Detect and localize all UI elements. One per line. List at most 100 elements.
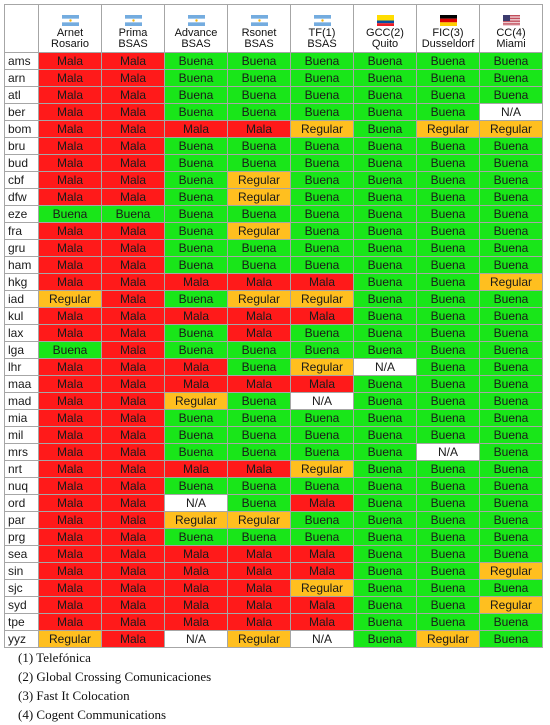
status-cell: Buena — [290, 171, 354, 189]
city-cell: maa — [4, 375, 39, 393]
table-row: bru Mala Mala Buena Buena Buena Buena Buena Buen… — [4, 137, 543, 155]
status-cell: Mala — [101, 511, 165, 529]
status-cell: Buena — [416, 494, 480, 512]
status-cell: Mala — [38, 562, 102, 580]
column-header-label: BSAS — [181, 38, 211, 50]
status-cell: Buena — [353, 120, 417, 138]
status-cell: Mala — [38, 443, 102, 461]
status-cell: Buena — [353, 579, 417, 597]
status-cell: N/A — [290, 630, 354, 648]
table-body: ams Mala Mala Buena Buena Buena Buena Buena Buen… — [4, 52, 543, 648]
status-cell: Buena — [164, 154, 228, 172]
city-cell: bru — [4, 137, 39, 155]
status-cell: N/A — [353, 358, 417, 376]
status-cell: Mala — [38, 273, 102, 291]
status-cell: Mala — [227, 375, 291, 393]
status-cell: Buena — [416, 52, 480, 70]
status-cell: Buena — [479, 579, 543, 597]
status-cell: Mala — [101, 256, 165, 274]
status-cell: Buena — [164, 426, 228, 444]
status-cell: Mala — [101, 188, 165, 206]
status-cell: Buena — [416, 545, 480, 563]
column-header: Prima BSAS — [101, 4, 165, 53]
status-cell: Buena — [353, 239, 417, 257]
status-cell: Buena — [353, 205, 417, 223]
footnotes: (1) Telefónica (2) Global Crossing Comun… — [18, 648, 211, 724]
status-cell: Buena — [290, 137, 354, 155]
status-cell: Mala — [101, 137, 165, 155]
column-header-label: GCC(2) — [366, 27, 404, 39]
status-cell: Mala — [164, 273, 228, 291]
status-cell: Buena — [164, 103, 228, 121]
status-cell: Mala — [164, 375, 228, 393]
status-cell: Mala — [38, 375, 102, 393]
column-header-label: BSAS — [307, 38, 337, 50]
status-cell: Buena — [227, 103, 291, 121]
status-cell: Mala — [290, 273, 354, 291]
city-cell: sea — [4, 545, 39, 563]
status-cell: Mala — [38, 392, 102, 410]
status-cell: Mala — [101, 579, 165, 597]
status-cell: Buena — [416, 341, 480, 359]
status-cell: Mala — [101, 324, 165, 342]
table-row: cbf Mala Mala Buena Regular Buena Buena Buena Bu… — [4, 171, 543, 189]
footnote: (4) Cogent Communications — [18, 707, 167, 722]
status-cell: Buena — [227, 426, 291, 444]
status-cell: Buena — [164, 171, 228, 189]
footnote: (3) Fast It Colocation — [18, 688, 130, 703]
table-row: nrt Mala Mala Mala Mala Regular Buena Buena Buen… — [4, 460, 543, 478]
status-cell: Buena — [416, 103, 480, 121]
column-header-label: Miami — [496, 38, 526, 50]
city-cell: tpe — [4, 613, 39, 631]
status-cell: Buena — [416, 358, 480, 376]
city-cell: sin — [4, 562, 39, 580]
table-row: arn Mala Mala Buena Buena Buena Buena Buena Buen… — [4, 69, 543, 87]
status-cell: Buena — [479, 137, 543, 155]
status-cell: Regular — [479, 120, 543, 138]
table-row: tpe Mala Mala Mala Mala Mala Buena Buena Buena — [4, 613, 543, 631]
status-cell: Buena — [416, 596, 480, 614]
status-cell: Mala — [101, 154, 165, 172]
status-cell: Buena — [290, 239, 354, 257]
status-cell: Buena — [290, 52, 354, 70]
status-cell: Buena — [353, 426, 417, 444]
status-cell: Buena — [416, 460, 480, 478]
footnote: (2) Global Crossing Comunicaciones — [18, 669, 212, 684]
status-cell: Mala — [101, 307, 165, 325]
argentina-flag-icon — [313, 15, 331, 26]
status-cell: Buena — [479, 307, 543, 325]
status-cell: Mala — [227, 273, 291, 291]
status-cell: Buena — [479, 154, 543, 172]
status-cell: Buena — [164, 52, 228, 70]
status-cell: Buena — [479, 86, 543, 104]
status-cell: Mala — [38, 188, 102, 206]
status-cell: Mala — [101, 545, 165, 563]
city-cell: ams — [4, 52, 39, 70]
status-cell: Buena — [164, 443, 228, 461]
header-row: Arnet Rosario Prima BSAS Advance BSAS Rsonet BS… — [4, 4, 543, 53]
city-cell: mrs — [4, 443, 39, 461]
status-cell: Buena — [227, 239, 291, 257]
status-cell: Mala — [101, 443, 165, 461]
status-cell: Buena — [416, 511, 480, 529]
status-cell: Regular — [227, 222, 291, 240]
status-cell: Buena — [353, 154, 417, 172]
status-cell: Buena — [38, 205, 102, 223]
status-cell: Regular — [479, 596, 543, 614]
city-cell: mil — [4, 426, 39, 444]
status-cell: Buena — [479, 511, 543, 529]
status-cell: Buena — [290, 154, 354, 172]
status-cell: Buena — [290, 511, 354, 529]
status-cell: Regular — [290, 460, 354, 478]
status-cell: Mala — [38, 494, 102, 512]
status-cell: Buena — [479, 239, 543, 257]
status-cell: Mala — [290, 545, 354, 563]
status-cell: Mala — [38, 154, 102, 172]
status-cell: Mala — [227, 545, 291, 563]
status-cell: Buena — [227, 494, 291, 512]
status-cell: Mala — [101, 596, 165, 614]
status-cell: Buena — [416, 290, 480, 308]
footnote: (1) Telefónica — [18, 650, 91, 665]
table-row: sea Mala Mala Mala Mala Mala Buena Buena Buena — [4, 545, 543, 563]
status-cell: Buena — [416, 426, 480, 444]
